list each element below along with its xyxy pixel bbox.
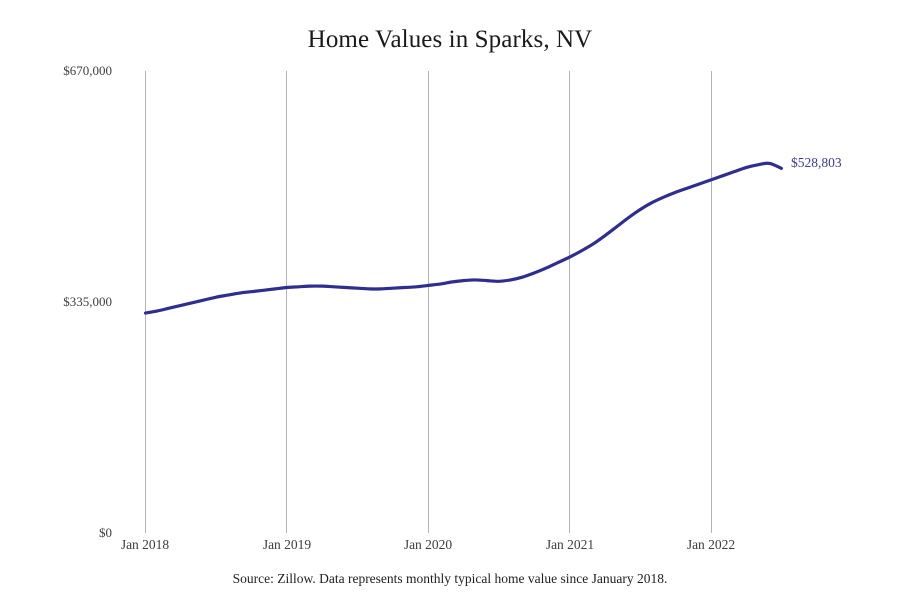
y-axis-tick-mid: $335,000 [63, 294, 112, 309]
x-axis-tick-jan-2019: Jan 2019 [262, 537, 312, 552]
x-axis-tick-jan-2020: Jan 2020 [403, 537, 453, 552]
x-axis-tick-jan-2018: Jan 2018 [120, 537, 170, 552]
end-value-label: $528,803 [791, 155, 842, 170]
x-axis-tick-jan-2022: Jan 2022 [686, 537, 736, 552]
home-value-series-line [143, 161, 783, 315]
source-note: Source: Zillow. Data represents monthly … [232, 571, 668, 586]
gridlines [145, 71, 712, 533]
y-axis-tick-top: $670,000 [63, 63, 112, 78]
chart-title: Home Values in Sparks, NV [307, 26, 593, 53]
y-axis-tick-bottom: $0 [99, 525, 112, 540]
x-axis-tick-jan-2021: Jan 2021 [545, 537, 595, 552]
